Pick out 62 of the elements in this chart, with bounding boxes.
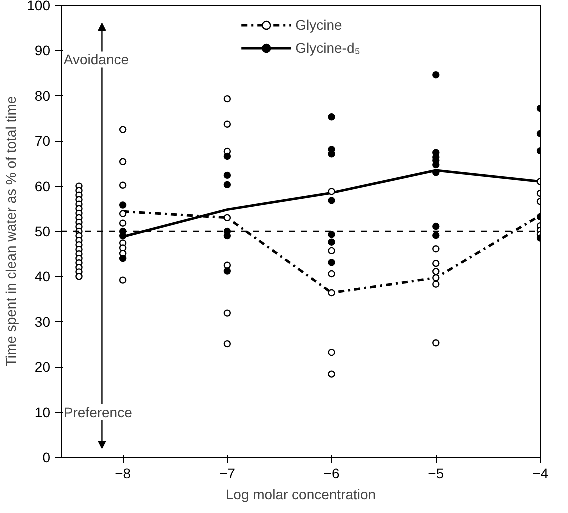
y-tick-label: 60 bbox=[34, 178, 51, 194]
point bbox=[119, 202, 127, 209]
y-tick-label: 50 bbox=[34, 224, 51, 240]
point bbox=[119, 276, 127, 284]
point bbox=[119, 182, 127, 189]
point bbox=[328, 370, 336, 378]
x-tick-label: −8 bbox=[115, 466, 132, 482]
y-tick-label: 100 bbox=[27, 0, 51, 14]
point bbox=[224, 262, 232, 269]
y-tick-label: 70 bbox=[34, 133, 51, 150]
y-tick-label: 30 bbox=[34, 314, 51, 330]
point bbox=[119, 158, 127, 166]
point bbox=[328, 188, 336, 196]
point bbox=[224, 152, 232, 160]
annotation: Preference bbox=[64, 404, 133, 420]
y-tick-label: 20 bbox=[34, 359, 51, 376]
point bbox=[76, 273, 83, 280]
point bbox=[432, 232, 440, 240]
point bbox=[328, 289, 336, 297]
point bbox=[432, 280, 440, 288]
point bbox=[328, 231, 336, 238]
point bbox=[328, 349, 336, 356]
point bbox=[224, 120, 232, 128]
y-tick-label: 90 bbox=[34, 42, 51, 59]
point bbox=[432, 274, 440, 282]
x-tick-label: −5 bbox=[428, 466, 444, 482]
point bbox=[432, 260, 440, 268]
point bbox=[328, 197, 336, 204]
y-tick-label: 80 bbox=[34, 88, 51, 104]
y-tick-label: 10 bbox=[34, 404, 51, 420]
legend-label: Glycine bbox=[296, 17, 342, 33]
point bbox=[432, 169, 440, 176]
x-axis-title: Log molar concentration bbox=[226, 486, 376, 502]
y-tick-label: 40 bbox=[34, 268, 51, 285]
x-tick-label: −6 bbox=[324, 466, 340, 482]
point bbox=[224, 95, 232, 103]
point bbox=[224, 268, 232, 275]
point bbox=[328, 259, 336, 266]
legend-label: Glycine-d₅ bbox=[296, 40, 360, 56]
point bbox=[432, 72, 440, 79]
annotation: Avoidance bbox=[64, 52, 130, 68]
point bbox=[328, 247, 336, 255]
point bbox=[328, 270, 336, 278]
point bbox=[224, 214, 232, 222]
point bbox=[432, 340, 440, 347]
x-tick-label: −7 bbox=[219, 466, 236, 482]
point bbox=[224, 310, 232, 317]
point bbox=[432, 246, 440, 253]
y-tick-label: 0 bbox=[42, 450, 51, 466]
y-axis-title: Time spent in clean water as % of total time bbox=[3, 96, 20, 367]
point bbox=[432, 268, 440, 276]
point bbox=[119, 126, 127, 134]
point bbox=[224, 181, 232, 189]
point bbox=[119, 220, 127, 227]
point bbox=[432, 222, 440, 230]
point bbox=[224, 172, 232, 180]
point bbox=[119, 255, 127, 262]
point bbox=[328, 114, 336, 121]
point bbox=[328, 238, 336, 246]
point bbox=[119, 210, 127, 218]
point bbox=[224, 340, 232, 348]
x-tick-label: −4 bbox=[532, 466, 549, 482]
